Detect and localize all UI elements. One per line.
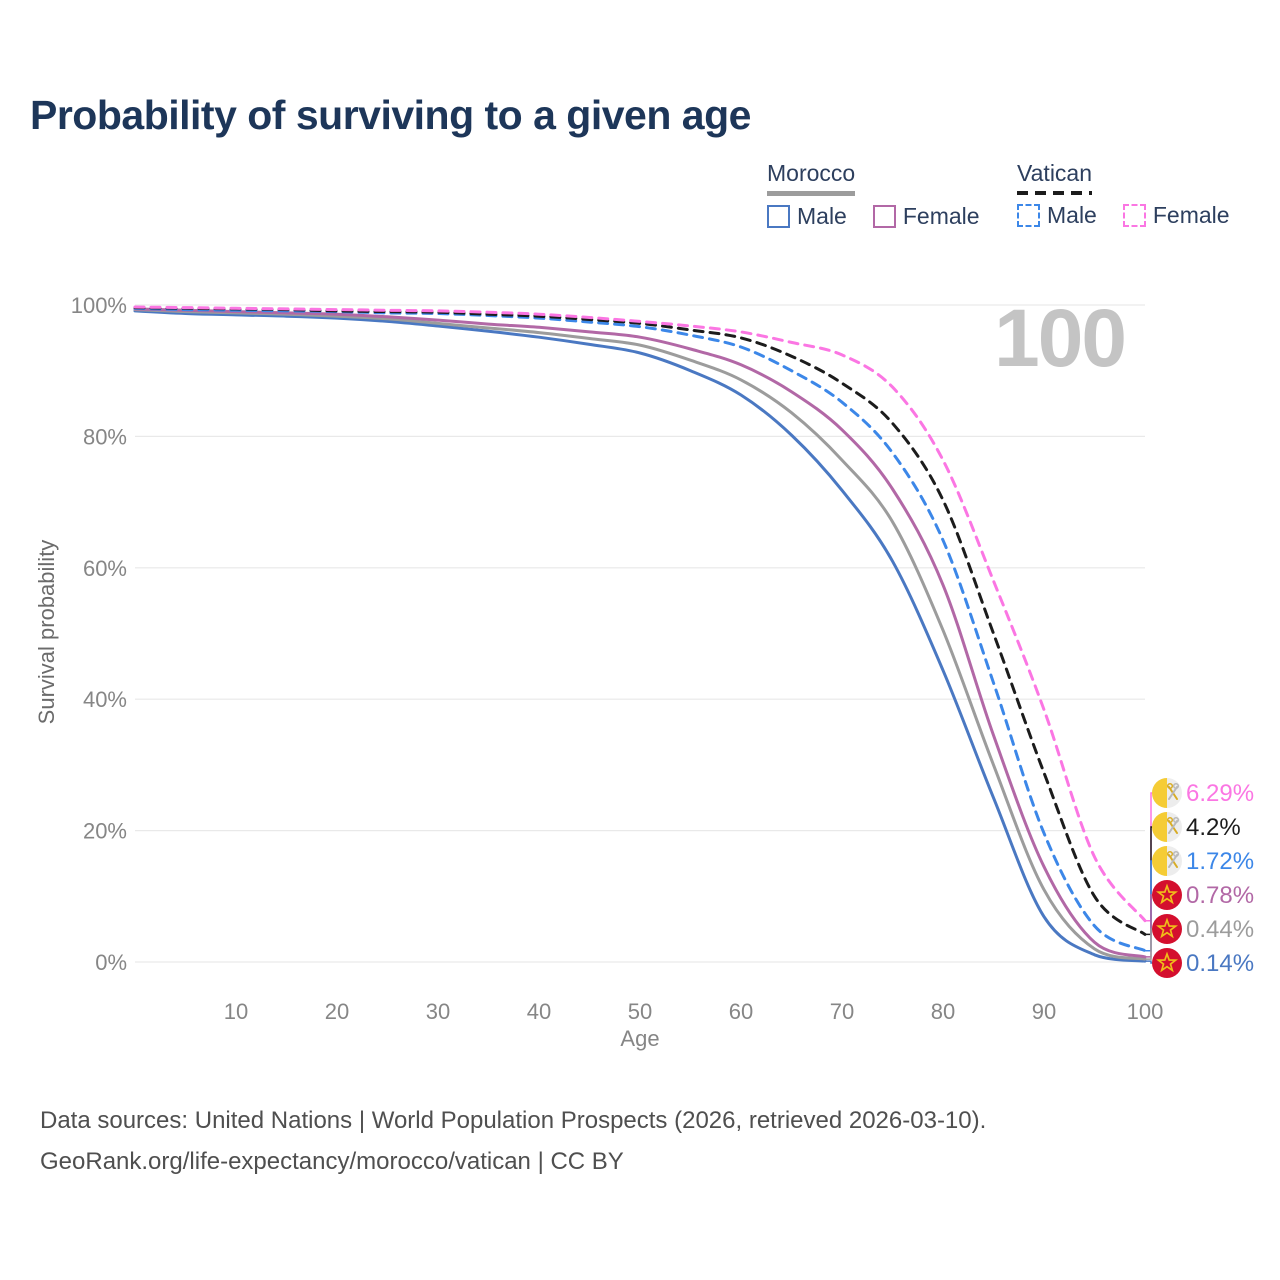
morocco-flag-icon — [1152, 914, 1182, 944]
x-tick-label: 10 — [224, 999, 248, 1024]
vatican-key-ring — [1166, 782, 1174, 790]
legend-label-morocco-female: Female — [902, 203, 980, 229]
y-tick-label: 0% — [95, 950, 127, 975]
legend-label-vatican-male: Male — [1047, 202, 1097, 228]
footer: Data sources: United Nations | World Pop… — [40, 1100, 1240, 1182]
legend-group-title-wrap: Morocco — [767, 160, 856, 196]
x-tick-label: 70 — [830, 999, 854, 1024]
chart-title: Probability of surviving to a given age — [30, 92, 751, 138]
legend-swatch-1-1 — [1122, 204, 1146, 227]
x-tick-label: 20 — [325, 999, 349, 1024]
x-tick-label: 30 — [426, 999, 450, 1024]
vatican-key-ring — [1166, 816, 1174, 824]
vatican-flag-yellow-half — [1152, 846, 1167, 876]
x-tick-label: 50 — [628, 999, 652, 1024]
survival-chart-plot[interactable]: 0% 20% 40% 60% 80% 100% 10 20 30 40 50 60 70 80 90 100 6… — [0, 0, 1280, 1080]
y-tick-label: 20% — [83, 819, 127, 844]
end-label-morocco-both-sexes: 0.44% — [1186, 916, 1254, 943]
series-line-morocco-male[interactable] — [133, 309, 1147, 963]
legend-items-vatican: Male Female — [1017, 202, 1230, 229]
footer-data-sources: Data sources: United Nations | World Pop… — [40, 1107, 987, 1134]
legend-group-title-wrap: Vatican — [1017, 160, 1093, 195]
y-tick-label: 80% — [83, 424, 127, 449]
end-label-vatican-male: 1.72% — [1186, 848, 1254, 875]
end-label-morocco-male: 0.14% — [1186, 950, 1254, 977]
series-line-morocco-female[interactable] — [133, 307, 1147, 959]
series-line-morocco-both-sexes[interactable] — [133, 308, 1147, 961]
legend-group-title-morocco: Morocco — [767, 160, 856, 186]
vatican-flag-yellow-half — [1152, 778, 1167, 808]
legend-item-vatican-male: Male — [1017, 202, 1097, 229]
y-tick-label: 40% — [83, 687, 127, 712]
vatican-key-ring — [1166, 850, 1174, 858]
end-label-vatican-female: 6.29% — [1186, 780, 1254, 807]
vatican-key-ring — [1172, 782, 1180, 790]
legend-swatch-0-0 — [767, 205, 790, 228]
legend-label-morocco-male: Male — [797, 203, 847, 229]
x-tick-label: 100 — [1127, 999, 1164, 1024]
x-tick-label: 60 — [729, 999, 753, 1024]
legend-group-morocco: Morocco Male Female — [767, 160, 980, 230]
legend-group-title-vatican: Vatican — [1017, 160, 1093, 186]
legend-swatch-0-1 — [872, 205, 896, 228]
legend-swatch-1-0 — [1017, 204, 1040, 227]
series-line-vatican-female[interactable] — [133, 305, 1147, 923]
morocco-star — [1155, 951, 1179, 973]
legend-item-morocco-female: Female — [872, 203, 980, 230]
morocco-flag-icon — [1152, 948, 1182, 978]
y-axis-title: Survival probability — [34, 539, 59, 725]
legend-underline-1 — [1017, 191, 1093, 195]
x-tick-label: 80 — [931, 999, 955, 1024]
age-counter-watermark: 100 — [994, 293, 1127, 384]
legend-label-vatican-female: Female — [1152, 202, 1230, 228]
x-axis-title: Age — [620, 1026, 660, 1051]
vatican-key-ring — [1172, 816, 1180, 824]
vatican-flag-yellow-half — [1152, 812, 1167, 842]
series-line-vatican-both-sexes[interactable] — [133, 306, 1147, 936]
x-tick-label: 40 — [527, 999, 551, 1024]
y-tick-label: 100% — [71, 293, 127, 318]
footer-attribution-link: GeoRank.org/life-expectancy/morocco/vati… — [40, 1148, 624, 1175]
morocco-flag-icon — [1152, 880, 1182, 910]
legend-item-vatican-female: Female — [1122, 202, 1230, 229]
vatican-key-ring — [1172, 850, 1180, 858]
y-tick-label: 60% — [83, 556, 127, 581]
end-label-vatican-both-sexes: 4.2% — [1186, 814, 1241, 841]
morocco-star — [1155, 883, 1179, 905]
end-label-morocco-female: 0.78% — [1186, 882, 1254, 909]
legend: Morocco Male Female Vatican — [0, 160, 1280, 240]
legend-item-morocco-male: Male — [767, 203, 847, 230]
legend-group-vatican: Vatican Male Female — [1017, 160, 1230, 229]
legend-underline-0 — [767, 191, 856, 196]
legend-items-morocco: Male Female — [767, 203, 980, 230]
x-tick-label: 90 — [1032, 999, 1056, 1024]
morocco-star — [1155, 917, 1179, 939]
